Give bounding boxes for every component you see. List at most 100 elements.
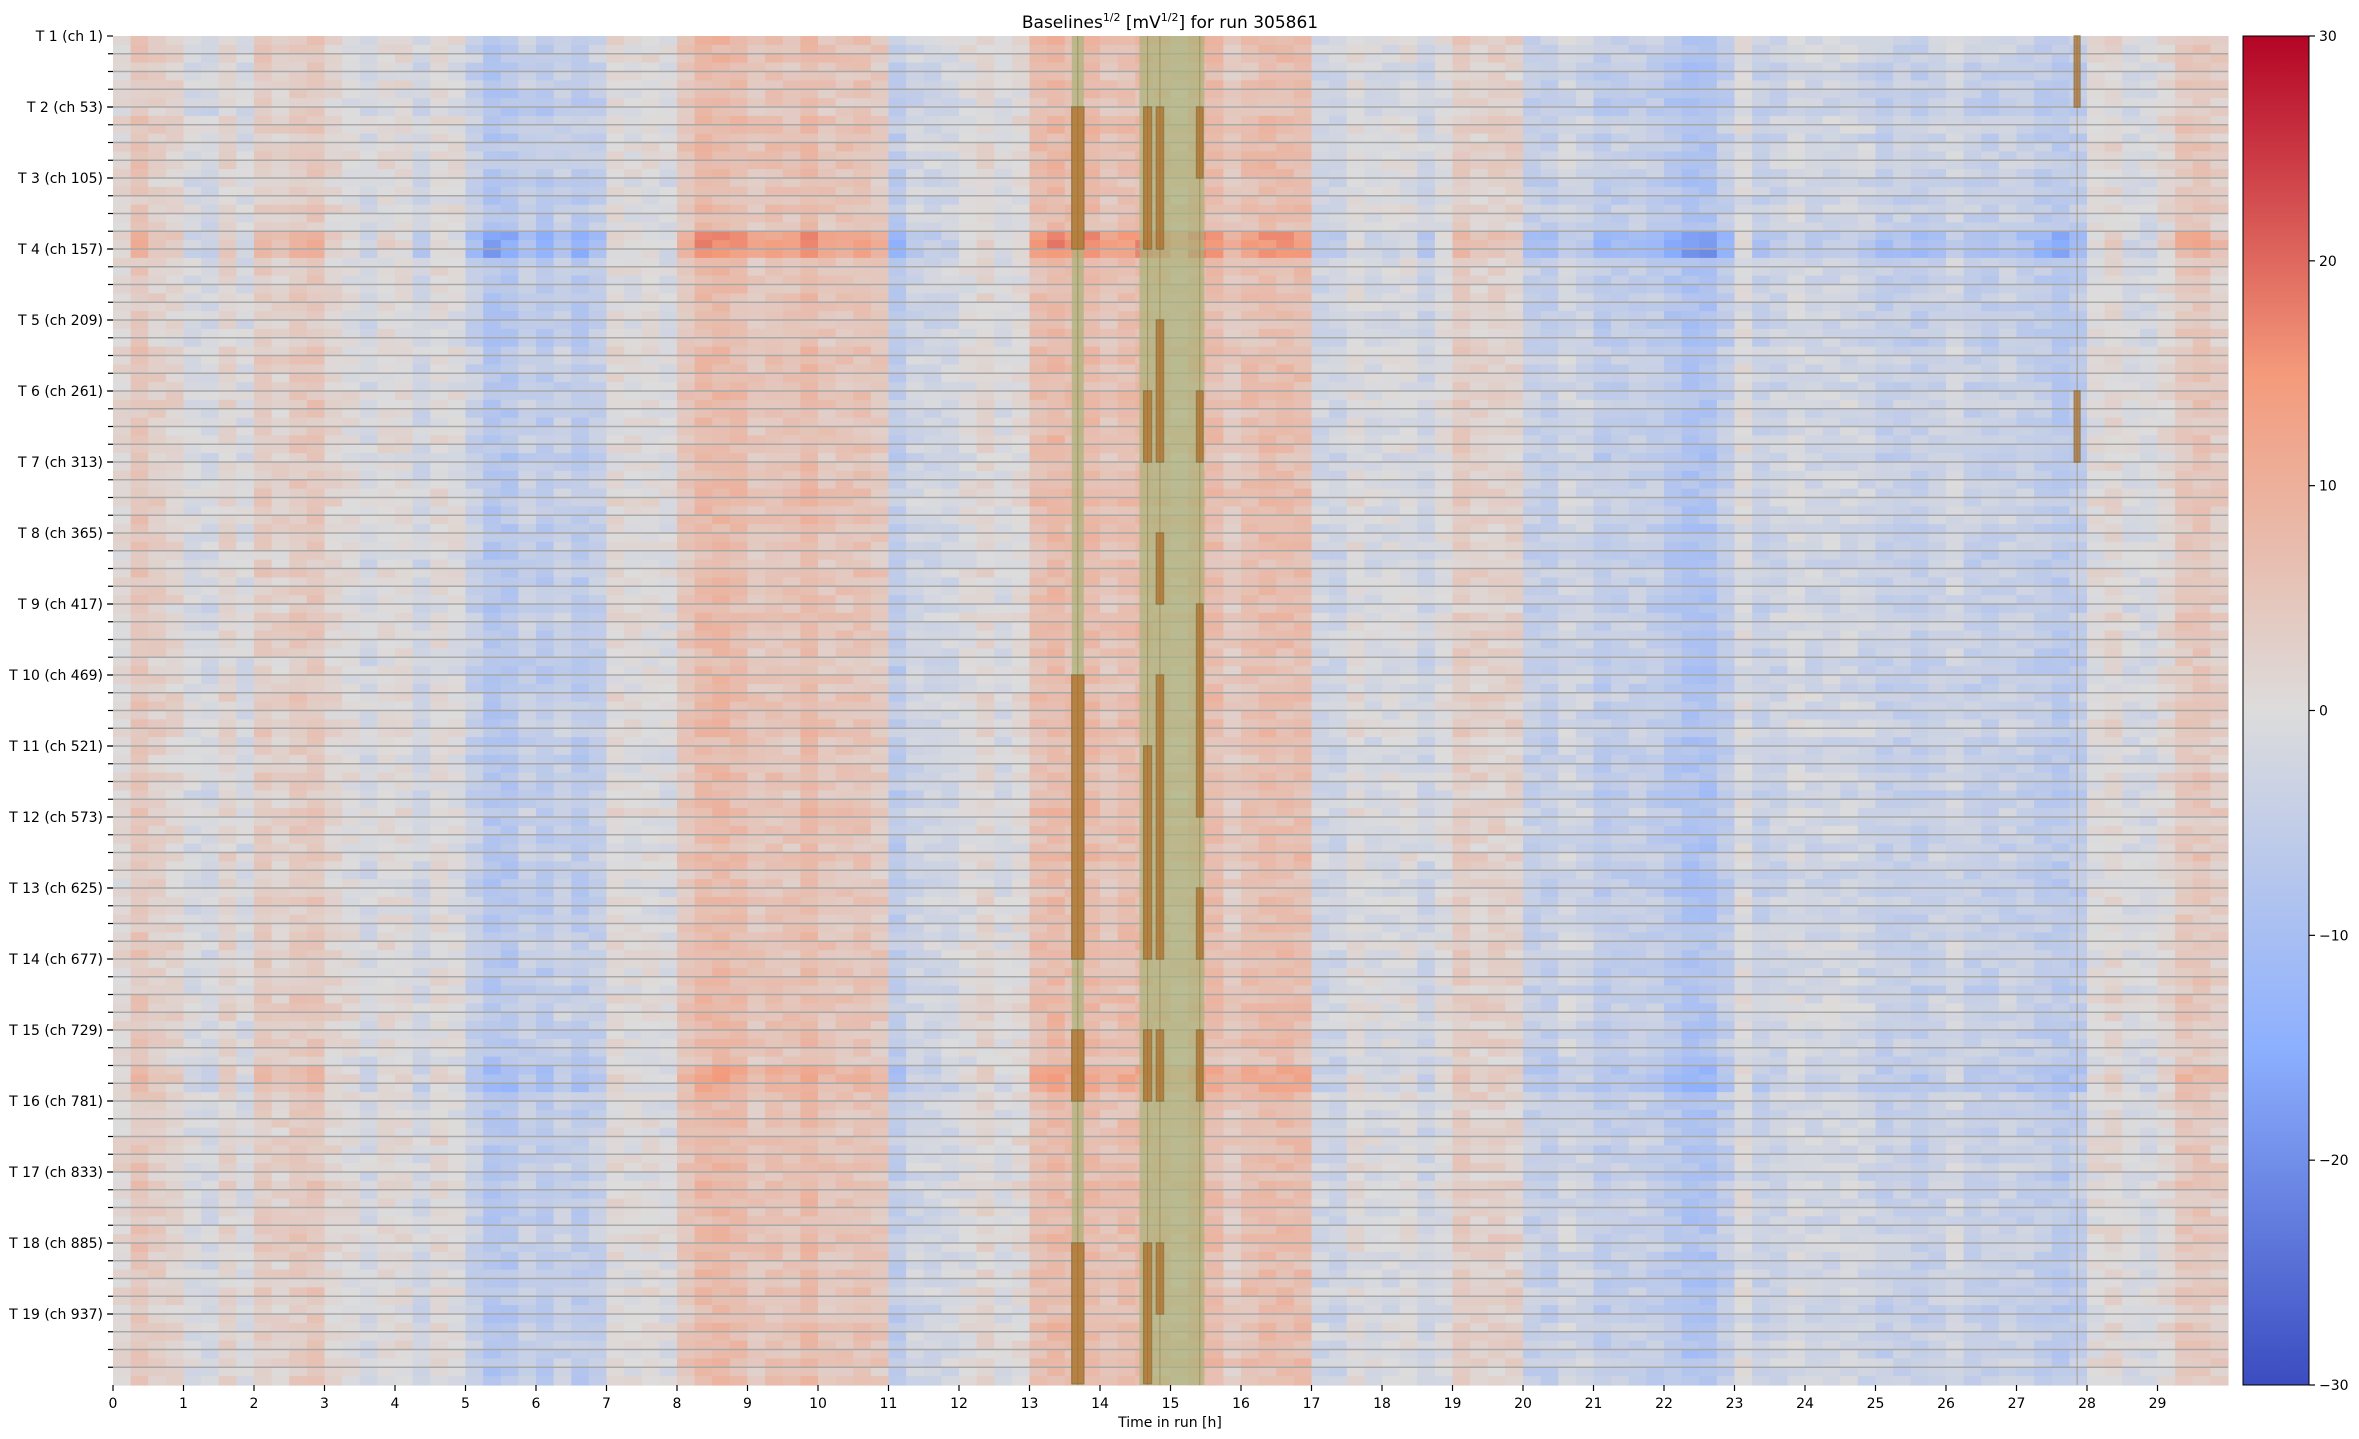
heat-cell [377,213,396,223]
heat-cell [782,328,801,339]
heat-cell [588,53,608,64]
heat-cell [359,107,378,117]
heat-cell [906,328,925,339]
heat-cell [1470,382,1489,392]
heat-cell [747,328,766,339]
heat-cell [906,337,925,348]
heat-cell [1276,284,1295,294]
heat-cell [536,391,555,401]
heat-cell [2104,124,2123,135]
heat-cell [1893,178,1912,188]
heat-cell [1505,36,1524,46]
heat-cell [1523,328,1542,339]
heat-cell [1293,80,1313,90]
heat-cell [342,249,361,259]
heat-cell [712,391,731,401]
heat-cell [1593,355,1612,365]
heat-cell [183,62,202,73]
heat-cell [2034,355,2053,365]
heat-cell [165,98,185,108]
heat-cell [2069,186,2088,197]
heat-cell [624,382,643,392]
heat-cell [1628,213,1647,223]
heat-cell [1628,382,1647,392]
heat-cell [1117,399,1136,410]
heat-cell [412,222,431,232]
heat-cell [853,89,872,99]
heat-cell [2104,249,2123,259]
heat-cell [1681,195,1700,206]
heat-cell [306,311,326,321]
heat-cell [571,160,590,170]
heat-cell [1205,89,1224,99]
heat-cell [1716,266,1736,277]
heat-cell [800,186,819,197]
heat-cell [1011,186,1031,197]
heat-cell [2122,36,2141,46]
heat-cell [183,373,202,383]
heat-cell [641,71,660,81]
heat-cell [1840,89,1859,99]
heat-cell [1241,311,1260,321]
heat-cell [2104,275,2123,286]
heat-cell [1241,302,1260,312]
heat-cell [1470,311,1489,321]
heat-cell [500,231,519,241]
heat-cell [835,124,854,135]
heat-cell [1681,320,1700,330]
heat-cell [1998,186,2018,197]
heat-cell [2104,160,2123,170]
heat-cell [130,355,149,365]
heat-cell [183,80,202,90]
heat-cell [1223,355,1242,365]
heat-cell [1399,222,1418,232]
heat-cell [130,249,149,259]
heat-cell [2087,328,2106,339]
heat-cell [1928,36,1947,46]
heat-cell [1346,373,1365,383]
heat-cell [1452,133,1471,144]
heat-cell [165,62,185,73]
heat-cell [1787,142,1806,152]
heat-cell [1452,222,1471,232]
heat-cell [818,186,837,197]
heat-cell [2034,302,2053,312]
heat-cell [1276,275,1295,286]
heat-cell [412,337,431,348]
heat-cell [923,89,942,99]
heat-cell [500,257,519,268]
heat-cell [624,186,643,197]
heat-cell [236,320,255,330]
heat-cell [430,186,449,197]
heat-cell [218,364,237,374]
heat-cell [324,391,343,401]
heat-cell [1223,346,1242,357]
heat-cell [2016,320,2035,330]
heat-cell [1223,80,1242,90]
heat-cell [2157,382,2176,392]
heat-cell [377,320,396,330]
heat-cell [994,257,1013,268]
heat-cell [201,115,220,126]
heat-cell [1540,311,1559,321]
heat-cell [165,302,185,312]
heat-cell [1293,133,1313,144]
heat-cell [1505,355,1524,365]
heat-cell [201,178,220,188]
heat-cell [1752,284,1771,294]
heat-cell [2051,346,2070,357]
heat-cell [183,328,202,339]
heat-cell [641,364,660,374]
heat-cell [377,311,396,321]
heat-cell [218,151,237,161]
heat-cell [1311,337,1330,348]
heat-cell [2175,222,2194,232]
heat-cell [412,178,431,188]
heat-cell [2139,222,2159,232]
heat-cell [1205,222,1224,232]
heat-cell [1470,133,1489,144]
heat-cell [1857,53,1877,64]
heat-cell [1787,302,1806,312]
heat-cell [853,36,872,46]
heat-cell [201,160,220,170]
